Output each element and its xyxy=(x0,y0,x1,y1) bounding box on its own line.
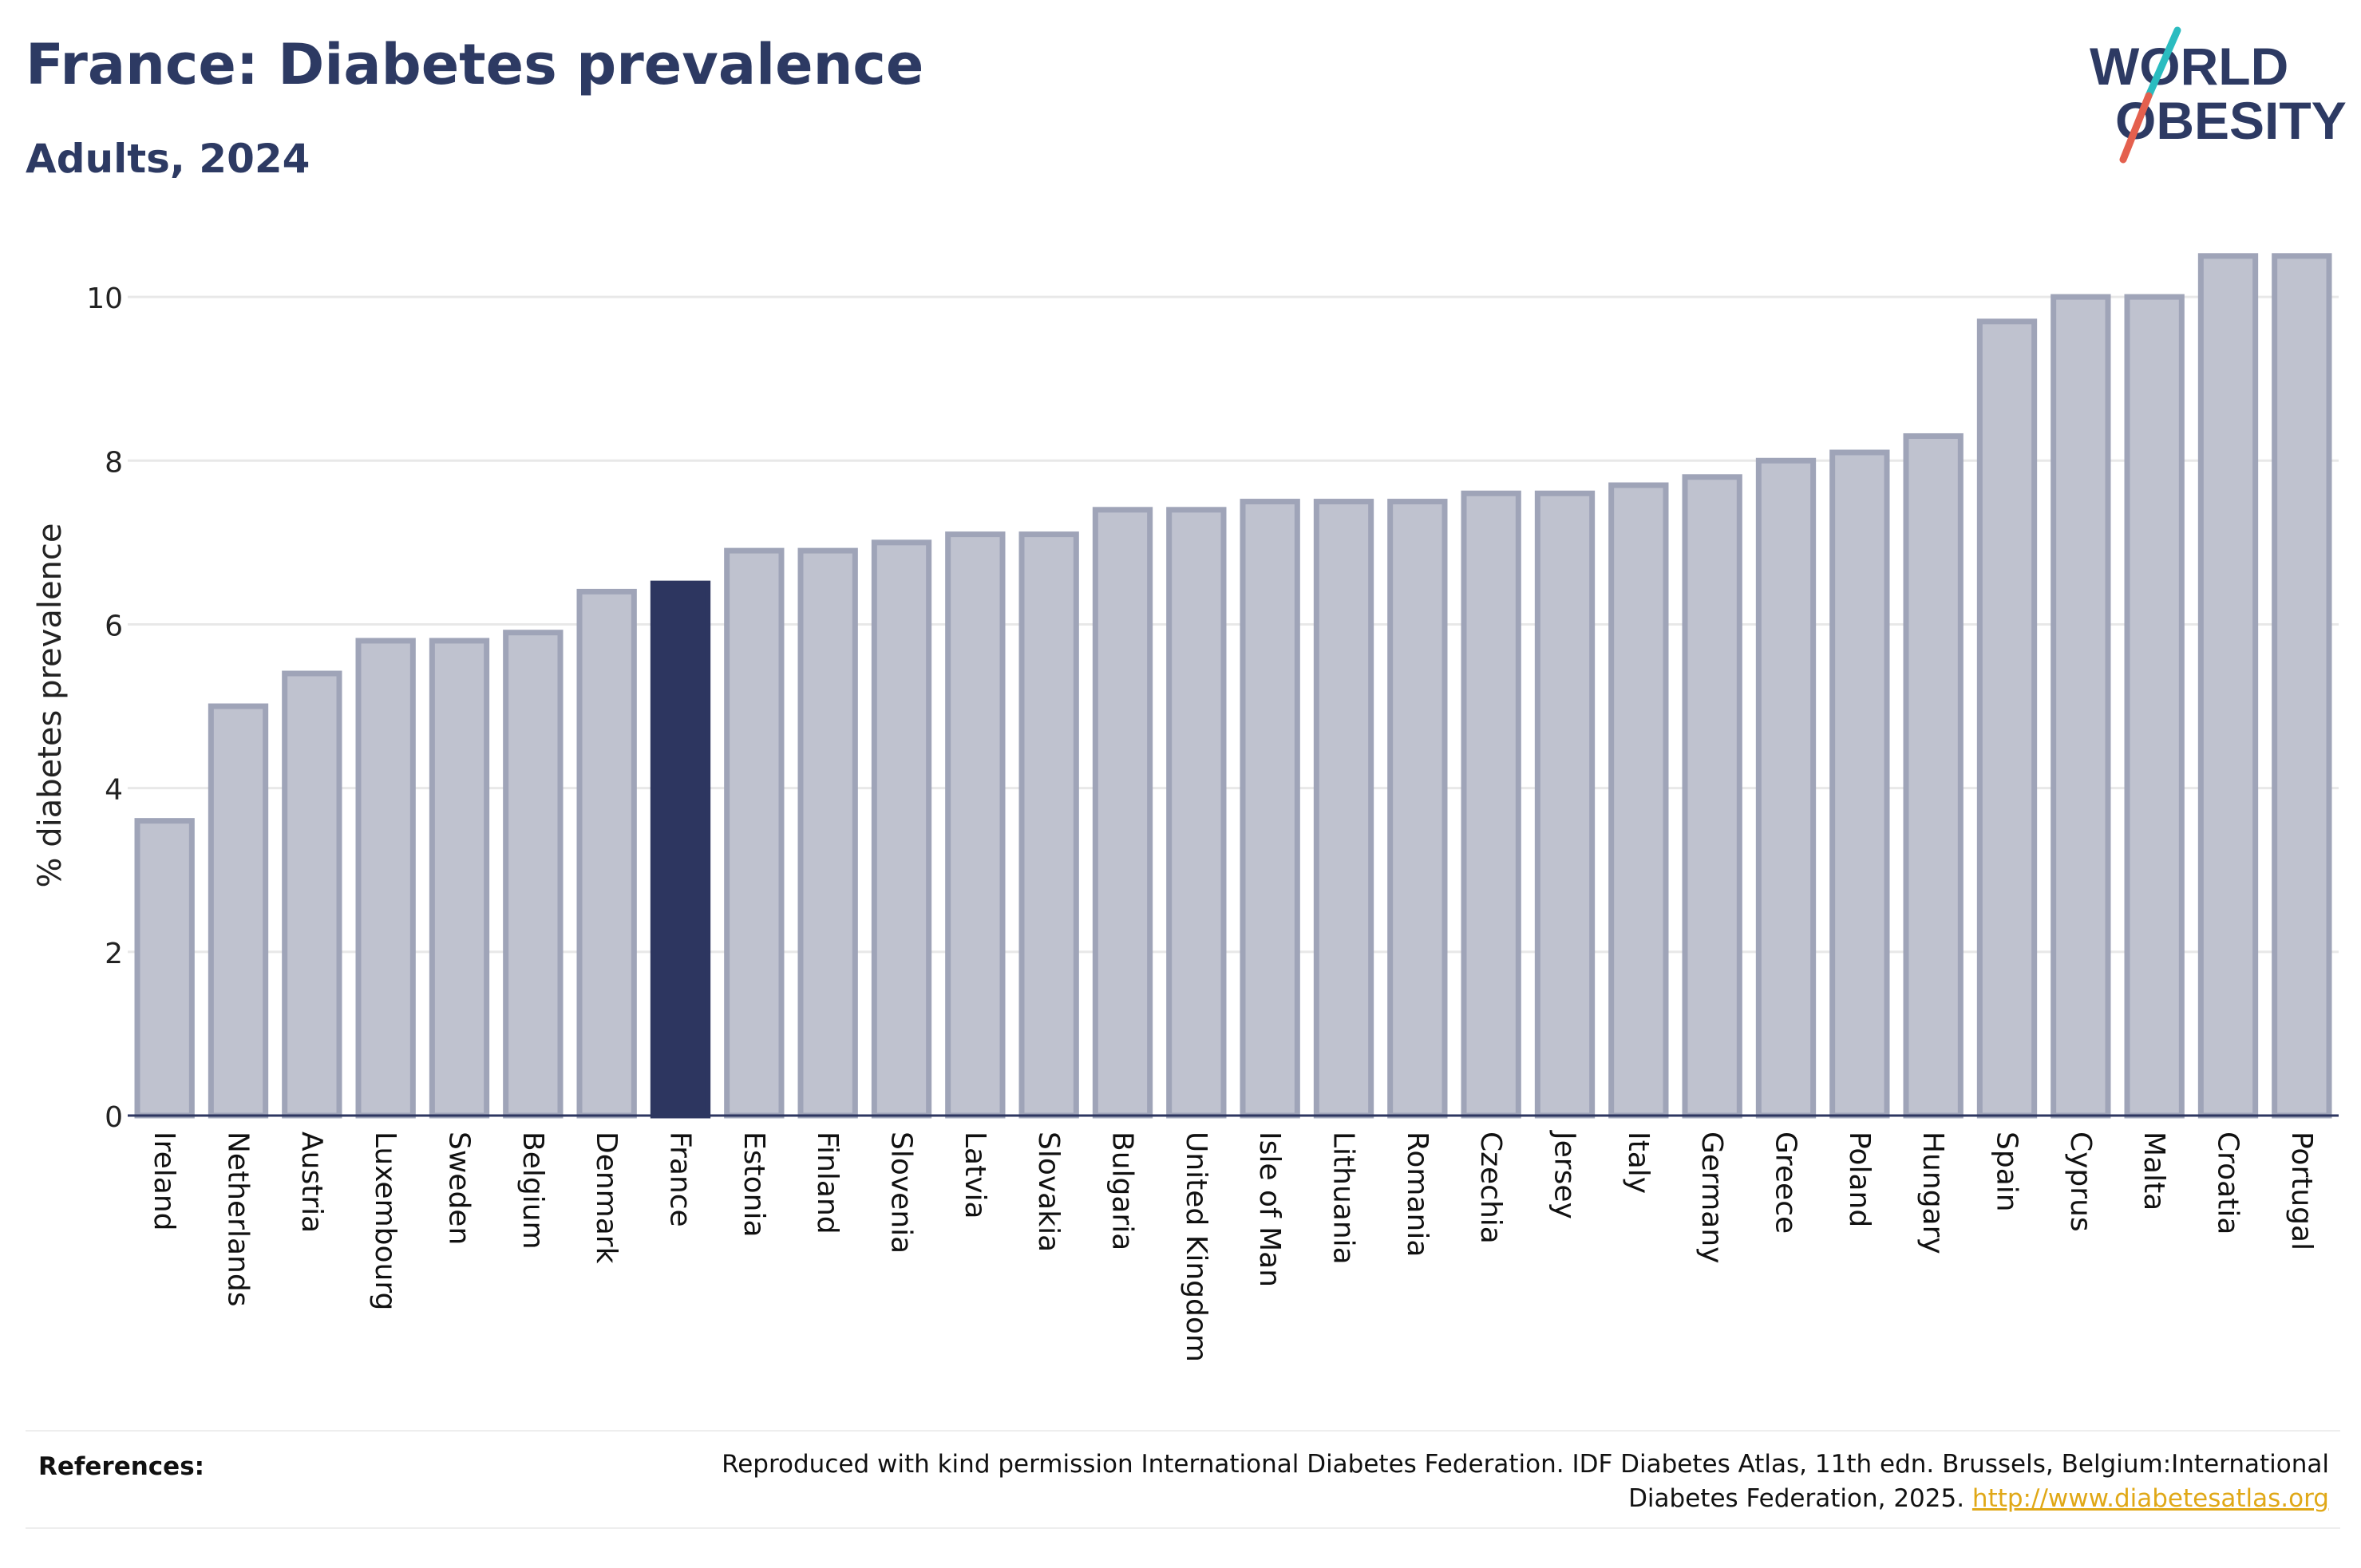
y-tick-label: 8 xyxy=(105,446,123,479)
y-axis-label: % diabetes prevalence xyxy=(32,523,69,887)
bar-romania[interactable] xyxy=(1387,499,1448,1119)
x-tick-label: Spain xyxy=(1991,1132,2023,1212)
x-tick-label: Jersey xyxy=(1548,1130,1581,1219)
bar-italy[interactable] xyxy=(1608,482,1669,1119)
y-tick-labels: 0 2 4 6 8 10 xyxy=(86,282,123,1134)
x-tick-label: Denmark xyxy=(590,1132,623,1264)
bar-bulgaria[interactable] xyxy=(1092,507,1153,1119)
x-tick-label: Greece xyxy=(1770,1132,1802,1234)
x-tick-label: Malta xyxy=(2138,1132,2170,1211)
chart-title: France: Diabetes prevalence xyxy=(26,32,924,97)
bar-spain[interactable] xyxy=(1976,318,2038,1119)
y-tick-label: 2 xyxy=(105,938,123,970)
x-tick-label: Portugal xyxy=(2285,1132,2318,1250)
bar-estonia[interactable] xyxy=(724,547,785,1119)
bar-chart: 0 2 4 6 8 10 Ireland Netherlands Austria Luxembo… xyxy=(32,253,2339,1362)
logo-slash-coral xyxy=(2119,92,2153,164)
x-tick-label: Poland xyxy=(1843,1132,1876,1227)
x-tick-label: France xyxy=(664,1132,697,1227)
x-tick-label: United Kingdom xyxy=(1180,1132,1212,1362)
references-label: References: xyxy=(38,1452,205,1481)
x-tick-label: Hungary xyxy=(1916,1132,1949,1254)
y-tick-label: 4 xyxy=(105,774,123,807)
world-obesity-logo: WORLD OBESITY xyxy=(2090,26,2347,164)
x-tick-label: Sweden xyxy=(443,1132,476,1245)
bar-isle-of-man[interactable] xyxy=(1240,499,1300,1119)
bar-portugal[interactable] xyxy=(2272,253,2332,1119)
references-link[interactable]: http://www.diabetesatlas.org xyxy=(1971,1484,2329,1513)
x-tick-label: Netherlands xyxy=(222,1132,255,1306)
bar-lithuania[interactable] xyxy=(1313,499,1374,1119)
x-tick-label: Czechia xyxy=(1474,1132,1507,1244)
x-tick-label: Bulgaria xyxy=(1106,1132,1139,1250)
references-citation: Reproduced with kind permission Internat… xyxy=(722,1450,2329,1513)
x-tick-label: Estonia xyxy=(738,1132,770,1238)
chart-subtitle: Adults, 2024 xyxy=(26,136,310,182)
x-tick-label: Ireland xyxy=(148,1132,180,1231)
x-tick-label: Cyprus xyxy=(2064,1132,2097,1232)
x-tick-label: Lithuania xyxy=(1327,1132,1360,1265)
x-tick-label: Austria xyxy=(295,1132,328,1233)
x-tick-label: Croatia xyxy=(2212,1132,2244,1234)
bar-united-kingdom[interactable] xyxy=(1166,507,1227,1119)
bar-france[interactable] xyxy=(650,580,711,1119)
references-panel: References: Reproduced with kind permiss… xyxy=(26,1430,2340,1529)
bar-finland[interactable] xyxy=(797,547,858,1119)
x-tick-label: Slovakia xyxy=(1032,1132,1065,1252)
bar-czechia[interactable] xyxy=(1461,490,1521,1119)
bar-netherlands[interactable] xyxy=(208,703,269,1119)
bar-slovenia[interactable] xyxy=(871,539,932,1119)
logo-slash-teal xyxy=(2145,26,2181,100)
bar-luxembourg[interactable] xyxy=(355,638,416,1119)
bar-cyprus[interactable] xyxy=(2051,294,2111,1119)
bar-latvia[interactable] xyxy=(945,531,1006,1119)
x-tick-label: Luxembourg xyxy=(369,1132,401,1310)
x-tick-label: Slovenia xyxy=(885,1132,918,1254)
bar-denmark[interactable] xyxy=(576,588,637,1119)
bar-sweden[interactable] xyxy=(429,638,490,1119)
bar-belgium[interactable] xyxy=(503,630,564,1119)
x-tick-label: Belgium xyxy=(516,1132,549,1250)
logo-line-obesity: OBESITY xyxy=(2115,91,2347,150)
bar-germany[interactable] xyxy=(1682,474,1742,1119)
x-tick-label: Germany xyxy=(1695,1132,1728,1263)
bar-croatia[interactable] xyxy=(2197,253,2259,1119)
bar-malta[interactable] xyxy=(2124,294,2185,1119)
bar-ireland[interactable] xyxy=(134,818,195,1119)
bar-jersey[interactable] xyxy=(1534,490,1596,1119)
y-tick-label: 6 xyxy=(105,610,123,642)
y-tick-label: 0 xyxy=(105,1101,123,1134)
bar-hungary[interactable] xyxy=(1903,432,1964,1119)
grid-lines xyxy=(128,295,2339,954)
x-tick-label: Finland xyxy=(811,1132,844,1234)
x-tick-label: Latvia xyxy=(959,1132,991,1219)
bar-austria[interactable] xyxy=(282,670,342,1119)
bar-greece[interactable] xyxy=(1755,457,1817,1119)
y-tick-label: 10 xyxy=(86,282,123,315)
bar-slovakia[interactable] xyxy=(1018,531,1079,1119)
x-tick-label: Romania xyxy=(1401,1132,1434,1257)
references-text: Reproduced with kind permission Internat… xyxy=(613,1448,2329,1516)
logo-line-world: WORLD xyxy=(2090,37,2288,96)
bar-poland[interactable] xyxy=(1829,449,1890,1119)
x-tick-labels: Ireland Netherlands Austria Luxembourg Swede… xyxy=(148,1130,2318,1362)
bars xyxy=(134,253,2332,1119)
x-tick-label: Italy xyxy=(1622,1132,1655,1194)
x-tick-label: Isle of Man xyxy=(1253,1132,1286,1287)
